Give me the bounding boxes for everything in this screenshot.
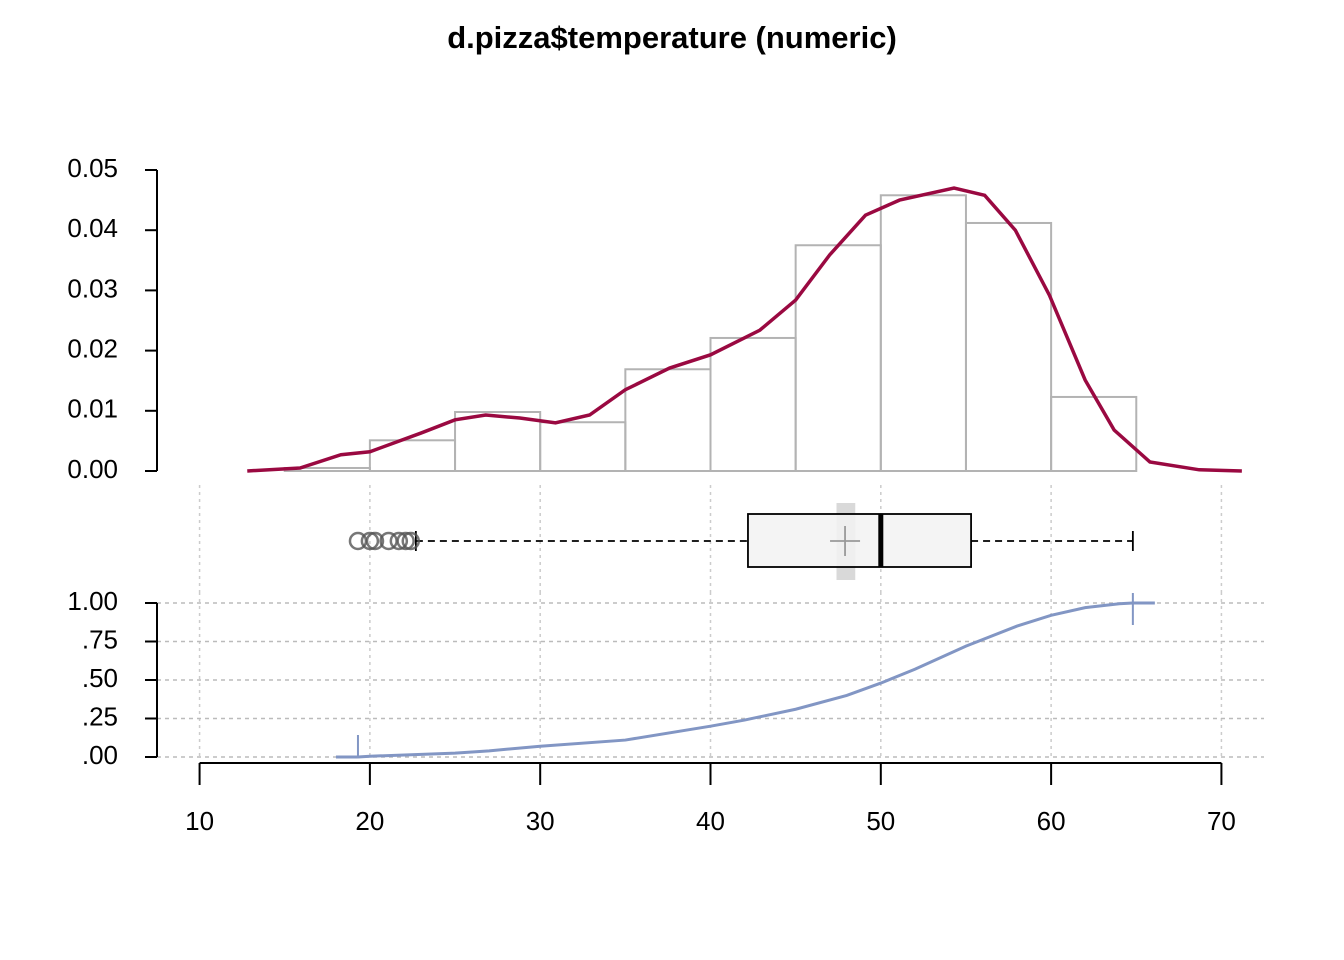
- y-tick-label: .00: [82, 740, 118, 770]
- histogram-bar: [794, 244, 882, 472]
- y-tick-label: .50: [82, 663, 118, 693]
- histogram-bar: [709, 336, 797, 473]
- y-tick-label: .25: [82, 701, 118, 731]
- x-tick-label: 70: [1207, 806, 1236, 836]
- x-tick-label: 20: [355, 806, 384, 836]
- histogram-bar: [879, 194, 967, 472]
- y-tick-label: 1.00: [67, 586, 118, 616]
- chart-title: d.pizza$temperature (numeric): [447, 20, 897, 55]
- histogram-bar: [539, 421, 627, 473]
- x-tick-label: 60: [1037, 806, 1066, 836]
- x-tick-label: 30: [526, 806, 555, 836]
- outlier: [389, 531, 409, 551]
- x-tick-label: 50: [866, 806, 895, 836]
- x-tick-label: 40: [696, 806, 725, 836]
- histogram-bar: [454, 411, 542, 472]
- y-tick-label: 0.02: [67, 333, 118, 363]
- y-tick-label: 0.04: [67, 213, 118, 243]
- y-tick-label: 0.05: [67, 153, 118, 183]
- outlier: [365, 531, 385, 551]
- outlier: [401, 531, 421, 551]
- mean-marker: [830, 526, 861, 556]
- histogram-bar: [368, 439, 457, 473]
- x-tick-label: 10: [185, 806, 214, 836]
- outlier: [396, 531, 415, 551]
- density-line: [247, 186, 1242, 473]
- histogram-bar: [1050, 395, 1138, 473]
- ecdf-line: [357, 601, 1133, 759]
- y-tick-label: 0.03: [67, 273, 118, 303]
- y-tick-label: .75: [82, 624, 118, 654]
- y-tick-label: 0.00: [67, 454, 118, 484]
- y-tick-label: 0.01: [67, 394, 118, 424]
- outlier: [360, 531, 380, 551]
- histogram-bar: [964, 221, 1053, 472]
